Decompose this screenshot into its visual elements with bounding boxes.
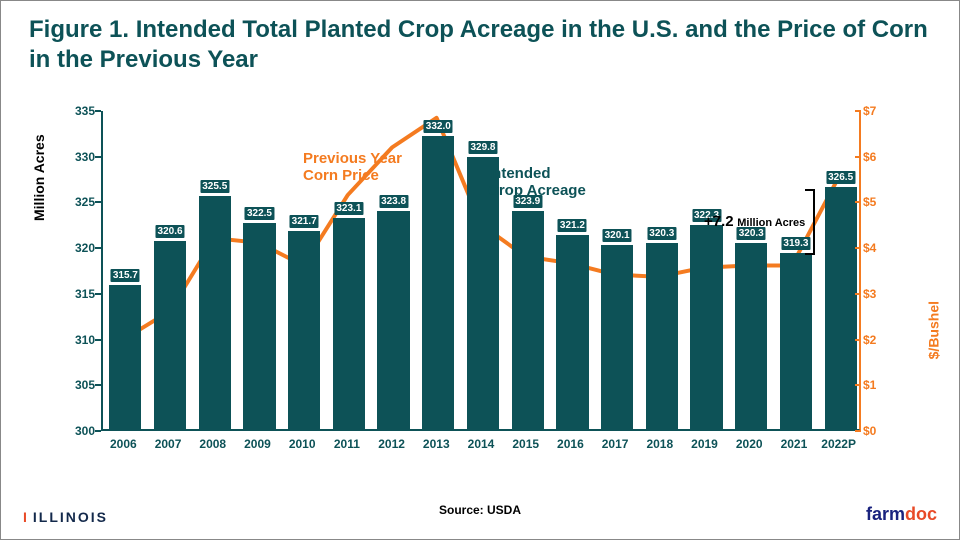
y-axis-left-label: Million Acres: [31, 134, 47, 221]
acreage-bar: 320.1: [601, 245, 633, 429]
bar-value-label: 323.1: [334, 202, 363, 215]
acreage-bar: 326.5: [825, 187, 857, 429]
acreage-bar: 323.1: [333, 218, 365, 429]
y-left-tick: 305: [67, 378, 95, 392]
x-category: 2013: [423, 437, 450, 451]
farmdoc-farm: farm: [866, 504, 905, 524]
bar-value-label: 321.7: [290, 215, 319, 228]
acreage-bar: 321.2: [556, 235, 588, 429]
y-left-tick: 310: [67, 333, 95, 347]
y-axis-right-label: $/Bushel: [925, 301, 941, 359]
footer: IILLINOIS farmdoc: [1, 505, 959, 533]
y-right-tick: $6: [863, 150, 891, 164]
chart-area: Million Acres 315.7320.6325.5322.5321.73…: [71, 101, 891, 471]
x-category: 2022P: [821, 437, 856, 451]
acreage-bar: 320.6: [154, 241, 186, 429]
bar-value-label: 329.8: [468, 141, 497, 154]
x-category: 2015: [512, 437, 539, 451]
bar-value-label: 315.7: [111, 269, 140, 282]
chart-title: Figure 1. Intended Total Planted Crop Ac…: [29, 15, 931, 75]
x-category: 2021: [781, 437, 808, 451]
x-category: 2009: [244, 437, 271, 451]
acreage-bar: 322.5: [243, 223, 275, 429]
acreage-bar: 323.8: [377, 211, 409, 429]
acreage-bar: 332.0: [422, 136, 454, 429]
y-right-tick: $5: [863, 195, 891, 209]
x-category: 2012: [378, 437, 405, 451]
bar-value-label: 321.2: [558, 219, 587, 232]
bar-value-label: 326.5: [826, 171, 855, 184]
y-left-tick: 325: [67, 195, 95, 209]
chart-frame: Figure 1. Intended Total Planted Crop Ac…: [0, 0, 960, 540]
y-left-tick: 335: [67, 104, 95, 118]
delta-label: +7.2 Million Acres: [704, 213, 805, 230]
y-right-tick: $2: [863, 333, 891, 347]
acreage-bar: 321.7: [288, 231, 320, 429]
x-category: 2010: [289, 437, 316, 451]
y-right-tick: $0: [863, 424, 891, 438]
y-left-tick: 300: [67, 424, 95, 438]
y-left-tick: 330: [67, 150, 95, 164]
bar-value-label: 323.8: [379, 195, 408, 208]
x-category: 2007: [155, 437, 182, 451]
illinois-i-icon: I: [23, 509, 29, 525]
x-category: 2018: [646, 437, 673, 451]
bar-value-label: 322.5: [245, 207, 274, 220]
bar-value-label: 320.3: [647, 227, 676, 240]
illinois-text: ILLINOIS: [33, 509, 108, 525]
x-category: 2016: [557, 437, 584, 451]
x-category: 2014: [468, 437, 495, 451]
bar-value-label: 325.5: [200, 180, 229, 193]
illinois-logo: IILLINOIS: [23, 509, 108, 525]
x-category: 2019: [691, 437, 718, 451]
y-right-tick: $4: [863, 241, 891, 255]
price-line-label: Previous YearCorn Price: [303, 151, 402, 184]
acreage-bar: 322.3: [690, 225, 722, 429]
x-category: 2008: [199, 437, 226, 451]
x-category: 2006: [110, 437, 137, 451]
bar-value-label: 320.1: [603, 229, 632, 242]
acreage-bar: 323.9: [512, 211, 544, 430]
y-left-tick: 320: [67, 241, 95, 255]
acreage-bar: 320.3: [735, 243, 767, 429]
acreage-bars-label: IntendedCrop Acreage: [488, 166, 586, 199]
acreage-bar: 319.3: [780, 253, 812, 429]
y-right-tick: $7: [863, 104, 891, 118]
y-right-tick: $3: [863, 287, 891, 301]
y-right-tick: $1: [863, 378, 891, 392]
acreage-bar: 320.3: [646, 243, 678, 429]
acreage-bar: 315.7: [109, 285, 141, 429]
x-category: 2017: [602, 437, 629, 451]
bar-value-label: 319.3: [781, 237, 810, 250]
bar-value-label: 332.0: [424, 120, 453, 133]
acreage-bar: 325.5: [199, 196, 231, 429]
farmdoc-doc: doc: [905, 504, 937, 524]
bar-value-label: 320.6: [156, 225, 185, 238]
x-category: 2011: [334, 437, 360, 451]
y-left-tick: 315: [67, 287, 95, 301]
plot-region: 315.7 320.6 325.5 322.5 321.7 323.1 323.8 332.0…: [101, 111, 861, 431]
farmdoc-logo: farmdoc: [866, 504, 937, 525]
x-category: 2020: [736, 437, 763, 451]
delta-bracket-icon: [813, 189, 815, 255]
